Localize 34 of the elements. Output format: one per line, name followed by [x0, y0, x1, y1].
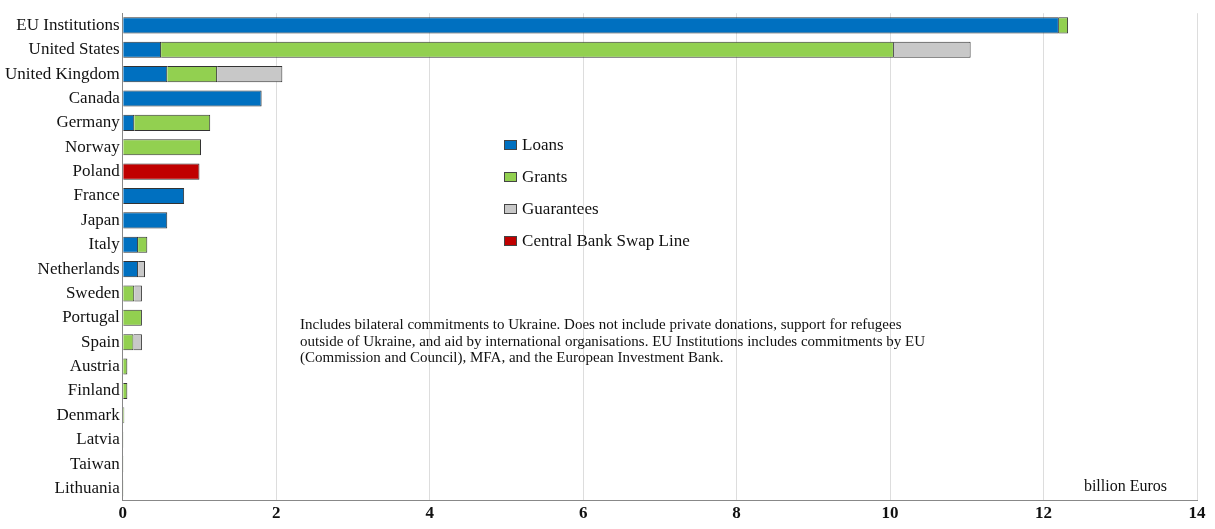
legend-label: Grants — [522, 166, 568, 187]
x-tick-label: 14 — [1188, 503, 1206, 523]
y-tick-label: Germany — [56, 112, 121, 132]
x-tick-label: 4 — [425, 503, 435, 523]
y-tick-label: Finland — [67, 380, 121, 400]
legend-label: Central Bank Swap Line — [522, 230, 690, 251]
y-tick-label: Denmark — [56, 404, 121, 424]
y-tick-label: Canada — [68, 87, 121, 107]
legend-label: Guarantees — [522, 198, 599, 219]
y-tick-label: EU Institutions — [16, 14, 120, 34]
x-tick-label: 0 — [118, 503, 127, 523]
legend-label: Loans — [522, 134, 564, 155]
y-tick-label: United Kingdom — [4, 63, 120, 83]
x-tick-label: 2 — [271, 503, 281, 523]
x-tick-label: 8 — [732, 503, 741, 523]
x-tick-label: 6 — [578, 503, 588, 523]
y-tick-label: Sweden — [65, 282, 121, 302]
y-tick-label: Taiwan — [69, 453, 121, 473]
y-tick-label: Poland — [72, 161, 121, 181]
y-tick-label: Austria — [69, 356, 121, 376]
y-tick-label: Lithuania — [54, 477, 121, 497]
y-tick-label: United States — [28, 39, 120, 59]
annotation: Includes bilateral commitments to Ukraine. Does not include private donations, support for refugees outside of Ukraine, and aid by international organisations. EU Institutions includes commitments by EU (Commission and Council), MFA, and the European Investment Bank. — [299, 316, 926, 367]
x-axis-title: billion Euros — [1083, 476, 1167, 494]
y-tick-label: France — [73, 185, 120, 205]
y-tick-label: Norway — [64, 136, 121, 156]
y-tick-label: Japan — [81, 209, 121, 229]
x-tick-label: 10 — [881, 503, 899, 523]
y-tick-label: Latvia — [76, 429, 121, 449]
y-tick-label: Portugal — [62, 307, 121, 327]
y-tick-label: Netherlands — [37, 258, 120, 278]
y-tick-label: Spain — [81, 331, 121, 351]
x-tick-label: 12 — [1035, 503, 1053, 523]
y-tick-label: Italy — [88, 234, 121, 254]
